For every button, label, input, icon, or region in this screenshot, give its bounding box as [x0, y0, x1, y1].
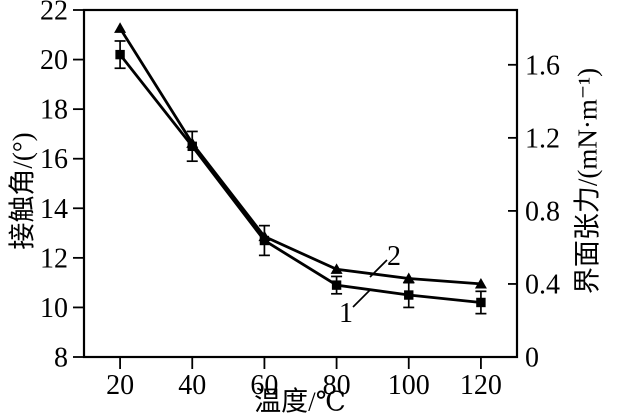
- series-2-marker-triangle: [330, 263, 343, 274]
- annotation-leader-line: [369, 259, 388, 278]
- x-axis-tick-label: 20: [106, 370, 134, 401]
- left-axis-tick-label: 8: [54, 343, 68, 374]
- x-axis-tick-label: 120: [460, 370, 502, 401]
- curve-label-2: 2: [387, 241, 401, 272]
- series-1-marker-square: [259, 235, 270, 246]
- left-axis-tick-label: 16: [40, 144, 68, 175]
- series-1-marker-square: [476, 297, 486, 308]
- right-axis-tick-label: 1.6: [525, 50, 560, 81]
- right-axis-tick-label: 0.4: [525, 269, 560, 300]
- series-1-marker-square: [187, 141, 197, 152]
- left-axis-tick-label: 12: [40, 243, 68, 274]
- annotation-leader-line: [352, 289, 371, 308]
- series-2-marker-triangle: [474, 277, 487, 289]
- left-axis-tick-label: 14: [40, 194, 68, 225]
- left-axis-tick-label: 22: [40, 0, 68, 27]
- x-axis-tick-label: 40: [178, 370, 206, 401]
- series-1-marker-square: [331, 280, 342, 290]
- x-axis-tick-label: 80: [323, 370, 351, 401]
- series-1-marker-square: [115, 49, 125, 60]
- series-1-marker-square: [404, 290, 414, 300]
- curve-label-1: 1: [339, 298, 353, 329]
- right-axis-tick-label: 0.8: [525, 196, 560, 227]
- plot-frame: [82, 8, 519, 359]
- x-axis-tick-label: 100: [388, 370, 430, 401]
- left-axis-tick-label: 20: [40, 45, 68, 76]
- series-2-line: [118, 27, 482, 286]
- x-axis-title: 温度/℃: [254, 386, 346, 417]
- right-axis-tick-label: 1.2: [525, 123, 560, 154]
- right-axis-tick-label: 0: [525, 343, 539, 374]
- x-axis-tick-label: 60: [250, 370, 278, 401]
- series-1-line: [119, 53, 482, 304]
- series-2-marker-triangle: [114, 22, 127, 33]
- left-axis-tick-label: 18: [40, 95, 68, 126]
- left-axis-tick-label: 10: [40, 293, 68, 324]
- series-2-marker-triangle: [402, 272, 415, 284]
- right-axis-title: 界面张力/(mN·m⁻¹): [572, 67, 603, 295]
- left-axis-title: 接触角/(°): [7, 132, 38, 250]
